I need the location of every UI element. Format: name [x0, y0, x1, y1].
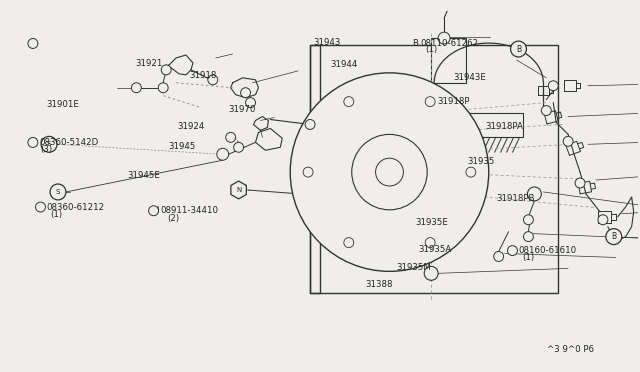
Text: (1): (1) — [50, 210, 62, 219]
Text: 31970: 31970 — [228, 105, 255, 114]
Text: 31935E: 31935E — [415, 218, 448, 227]
Circle shape — [50, 184, 66, 200]
Text: 08360-5142D: 08360-5142D — [39, 138, 99, 147]
Circle shape — [28, 138, 38, 147]
Circle shape — [305, 119, 315, 129]
Text: 31918PA: 31918PA — [485, 122, 523, 131]
Circle shape — [438, 32, 450, 44]
Bar — [340, 137, 358, 207]
Text: 31945: 31945 — [169, 142, 196, 151]
Circle shape — [425, 238, 435, 247]
Circle shape — [376, 158, 403, 186]
Text: 08110-61262: 08110-61262 — [420, 39, 479, 48]
Text: 08360-61212: 08360-61212 — [47, 202, 105, 212]
Circle shape — [161, 65, 171, 75]
Text: 31944: 31944 — [331, 60, 358, 70]
Circle shape — [217, 148, 228, 160]
Circle shape — [234, 142, 244, 152]
Text: 31945E: 31945E — [127, 171, 160, 180]
Text: 31943: 31943 — [314, 38, 341, 46]
Text: 08911-34410: 08911-34410 — [160, 206, 218, 215]
Text: 31918PB: 31918PB — [497, 194, 535, 203]
Text: N: N — [152, 206, 158, 215]
Text: B: B — [511, 246, 516, 255]
Text: 31935A: 31935A — [419, 245, 452, 254]
Text: (1): (1) — [425, 45, 437, 54]
Text: S: S — [38, 202, 44, 212]
Circle shape — [508, 246, 517, 256]
Text: (1): (1) — [522, 253, 534, 263]
Text: 31943E: 31943E — [453, 73, 486, 82]
Circle shape — [36, 202, 45, 212]
Circle shape — [524, 232, 533, 241]
Circle shape — [158, 83, 168, 93]
Circle shape — [131, 83, 141, 93]
Circle shape — [41, 137, 57, 152]
Circle shape — [290, 73, 489, 271]
Circle shape — [598, 215, 608, 225]
Text: N: N — [236, 187, 241, 193]
Circle shape — [28, 39, 38, 48]
Circle shape — [606, 229, 621, 244]
Circle shape — [241, 88, 250, 98]
Text: 31918P: 31918P — [438, 97, 470, 106]
Circle shape — [208, 75, 218, 85]
Text: 31924: 31924 — [177, 122, 204, 131]
Text: B: B — [611, 232, 616, 241]
Circle shape — [303, 167, 313, 177]
Text: 08160-61610: 08160-61610 — [519, 246, 577, 255]
Text: B: B — [412, 39, 418, 48]
Text: ^3 9^0 P6: ^3 9^0 P6 — [547, 345, 595, 354]
Circle shape — [511, 41, 527, 57]
Circle shape — [424, 266, 438, 280]
Circle shape — [226, 132, 236, 142]
Text: 31921: 31921 — [136, 59, 163, 68]
Text: (3): (3) — [40, 145, 52, 154]
Text: 31935M: 31935M — [396, 263, 431, 272]
Bar — [431, 38, 466, 83]
Bar — [459, 113, 524, 137]
Text: S: S — [56, 189, 60, 195]
Text: 31388: 31388 — [365, 280, 393, 289]
Circle shape — [344, 238, 354, 247]
Text: S: S — [47, 141, 51, 147]
Text: (2): (2) — [168, 214, 180, 222]
Circle shape — [548, 81, 558, 91]
Text: 31901E: 31901E — [47, 100, 80, 109]
Bar — [340, 182, 362, 210]
Circle shape — [344, 97, 354, 107]
Circle shape — [466, 167, 476, 177]
Circle shape — [425, 97, 435, 107]
Circle shape — [246, 98, 255, 108]
Text: 31935: 31935 — [467, 157, 495, 166]
Circle shape — [575, 178, 585, 188]
Text: S: S — [31, 138, 36, 147]
Circle shape — [148, 206, 159, 216]
Circle shape — [352, 134, 427, 210]
Bar — [310, 45, 558, 293]
Circle shape — [541, 106, 551, 116]
Text: 31918: 31918 — [190, 71, 217, 80]
Circle shape — [563, 137, 573, 146]
Text: B: B — [516, 45, 521, 54]
Circle shape — [524, 215, 533, 225]
Circle shape — [493, 251, 504, 262]
Circle shape — [527, 187, 541, 201]
